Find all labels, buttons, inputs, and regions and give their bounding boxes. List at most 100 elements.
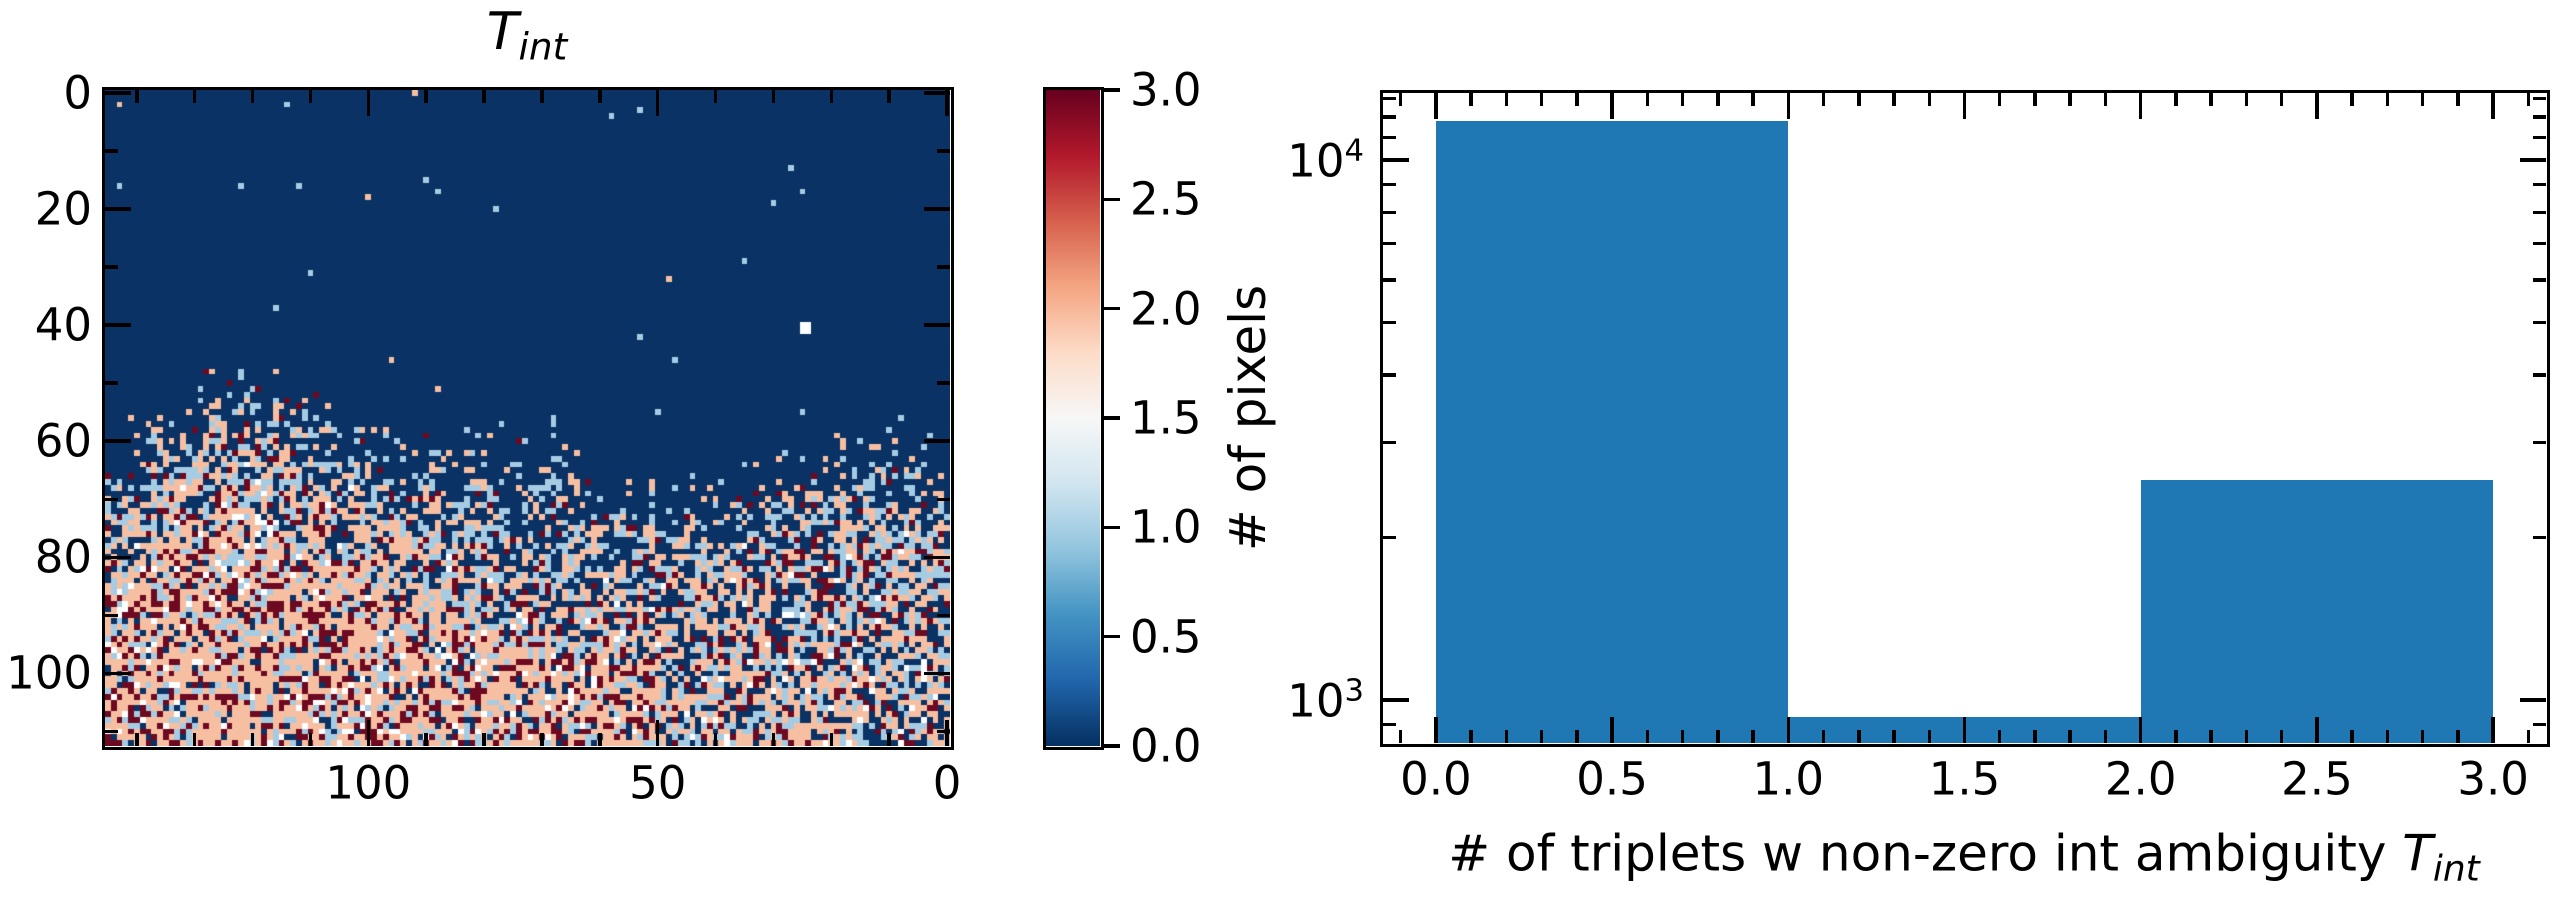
heatmap-y-tick-label: 60 (34, 414, 92, 468)
histogram-y-minor-tick (2533, 182, 2546, 187)
histogram-x-tick (1786, 717, 1791, 743)
histogram-x-minor-tick (1857, 730, 1861, 743)
heatmap-x-tick-label: 50 (629, 756, 687, 810)
histogram-y-minor-tick (2533, 241, 2546, 246)
histogram-y-tick (2520, 158, 2546, 162)
colorbar-tick (1103, 88, 1120, 92)
heatmap-y-tick (924, 671, 950, 676)
histogram-y-minor-tick (2533, 320, 2546, 325)
histogram-x-minor-tick (2068, 730, 2072, 743)
colorbar-tick (1103, 306, 1120, 311)
histogram-x-minor-tick (2209, 730, 2213, 743)
histogram-x-minor-tick (1469, 93, 1473, 106)
histogram-x-minor-tick (2420, 730, 2425, 743)
histogram-x-minor-tick (2385, 93, 2390, 106)
histogram-x-tick-label: 2.0 (2104, 752, 2177, 806)
heatmap-x-tick (366, 90, 371, 116)
heatmap-y-tick (924, 555, 950, 560)
histogram-y-minor-tick (1383, 96, 1396, 101)
histogram-y-minor-tick (2533, 96, 2546, 101)
heatmap-x-minor-tick (887, 90, 891, 103)
heatmap-y-tick-label: 20 (34, 182, 92, 236)
heatmap-x-minor-tick (250, 733, 255, 746)
heatmap-y-minor-tick (105, 497, 118, 502)
histogram-y-minor-tick (1383, 115, 1396, 119)
colorbar-tick-label: 3.0 (1130, 63, 1202, 117)
colorbar-tick-label: 1.0 (1130, 500, 1202, 554)
histogram-y-minor-tick (1383, 278, 1396, 282)
histogram-bar (2140, 480, 2494, 743)
histogram-x-minor-tick (2526, 730, 2531, 743)
histogram-x-tick (2315, 717, 2319, 743)
histogram-x-minor-tick (1504, 730, 1509, 743)
histogram-y-tick (1383, 158, 1409, 162)
histogram-x-tick (2491, 93, 2495, 119)
histogram-bar (1435, 121, 1789, 743)
histogram-x-minor-tick (1997, 93, 2002, 106)
colorbar-tick-label: 2.5 (1130, 172, 1202, 226)
histogram-x-axis-label-symbol: T (2402, 824, 2433, 883)
histogram-x-minor-tick (1575, 93, 1579, 106)
heatmap-y-tick-label: 0 (63, 66, 92, 120)
histogram-x-minor-tick (2244, 93, 2249, 106)
histogram-x-minor-tick (1575, 730, 1579, 743)
histogram-x-minor-tick (1927, 730, 1931, 743)
histogram-x-minor-tick (1821, 730, 1826, 743)
heatmap-x-minor-tick (192, 90, 197, 103)
heatmap-y-minor-tick (105, 729, 118, 734)
histogram-y-minor-tick (1383, 320, 1396, 325)
histogram-y-minor-tick (2533, 210, 2546, 215)
histogram-y-minor-tick (2533, 278, 2546, 282)
histogram-x-minor-tick (2350, 93, 2354, 106)
histogram-x-minor-tick (1751, 93, 1755, 106)
histogram-x-minor-tick (2420, 93, 2425, 106)
histogram-x-tick (1434, 717, 1438, 743)
histogram-x-tick (1962, 717, 1967, 743)
heatmap-x-tick-label: 0 (932, 756, 962, 810)
heatmap-y-tick (924, 323, 950, 327)
colorbar-tick (1103, 416, 1120, 420)
colorbar-tick (1103, 197, 1120, 202)
heatmap-y-minor-tick (937, 149, 950, 153)
histogram-x-minor-tick (1927, 93, 1931, 106)
histogram-x-minor-tick (2385, 730, 2390, 743)
histogram-y-minor-tick (2533, 440, 2546, 445)
heatmap-y-tick (105, 207, 131, 211)
histogram-y-tick (1383, 698, 1409, 702)
heatmap-title: Tint (487, 6, 568, 66)
heatmap-y-minor-tick (937, 613, 950, 618)
histogram-x-minor-tick (2103, 93, 2108, 106)
histogram-x-tick-label: 0.5 (1576, 752, 1648, 806)
heatmap-y-minor-tick (937, 729, 950, 734)
histogram-y-tick-label: 103 (1287, 673, 1364, 728)
heatmap-x-minor-tick (424, 90, 428, 103)
heatmap-y-minor-tick (937, 497, 950, 502)
heatmap-x-minor-tick (192, 733, 197, 746)
heatmap-x-tick-label: 100 (325, 756, 412, 810)
heatmap-y-tick (105, 323, 131, 327)
histogram-x-minor-tick (1821, 93, 1826, 106)
heatmap-x-minor-tick (598, 733, 602, 746)
colorbar-gradient (1045, 89, 1100, 746)
heatmap-x-minor-tick (771, 733, 776, 746)
heatmap-x-minor-tick (829, 733, 834, 746)
heatmap-x-minor-tick (713, 733, 718, 746)
histogram-x-axis-label-text: # of triplets w non-zero int ambiguity (1448, 824, 2403, 883)
histogram-x-minor-tick (2456, 93, 2460, 106)
histogram-x-minor-tick (1398, 730, 1403, 743)
heatmap-y-minor-tick (105, 265, 118, 269)
histogram-x-minor-tick (2174, 730, 2178, 743)
histogram-x-minor-tick (1997, 730, 2002, 743)
heatmap-y-tick (105, 555, 131, 560)
heatmap-y-tick (105, 671, 131, 676)
histogram-x-minor-tick (2068, 93, 2072, 106)
histogram-x-tick (2138, 717, 2143, 743)
heatmap-x-minor-tick (482, 733, 486, 746)
heatmap-x-minor-tick (424, 733, 428, 746)
histogram-y-minor-tick (1383, 440, 1396, 445)
histogram-y-minor-tick (1383, 373, 1396, 377)
histogram-y-minor-tick (2533, 115, 2546, 119)
colorbar-tick (1103, 634, 1120, 639)
histogram-x-minor-tick (2103, 730, 2108, 743)
